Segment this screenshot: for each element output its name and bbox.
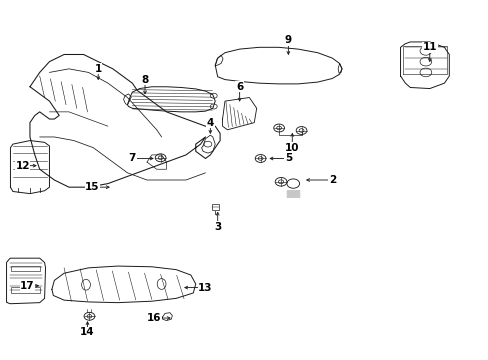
Text: 3: 3 [214, 222, 221, 231]
Text: 6: 6 [236, 82, 243, 92]
Text: 14: 14 [80, 327, 95, 337]
Text: 12: 12 [15, 161, 30, 171]
Text: 7: 7 [128, 153, 136, 163]
Text: 16: 16 [147, 313, 161, 323]
Text: 17: 17 [20, 281, 35, 291]
FancyBboxPatch shape [211, 204, 218, 210]
FancyBboxPatch shape [91, 182, 98, 189]
Text: 10: 10 [285, 143, 299, 153]
Text: 11: 11 [422, 42, 436, 52]
FancyBboxPatch shape [11, 266, 40, 271]
Text: 2: 2 [328, 175, 335, 185]
FancyBboxPatch shape [11, 287, 40, 293]
Text: 1: 1 [94, 64, 102, 74]
Text: 8: 8 [141, 75, 148, 85]
Text: 9: 9 [284, 35, 291, 45]
Text: 15: 15 [85, 182, 100, 192]
Text: 5: 5 [284, 153, 291, 163]
Text: 4: 4 [206, 118, 214, 128]
Text: 13: 13 [198, 283, 212, 293]
